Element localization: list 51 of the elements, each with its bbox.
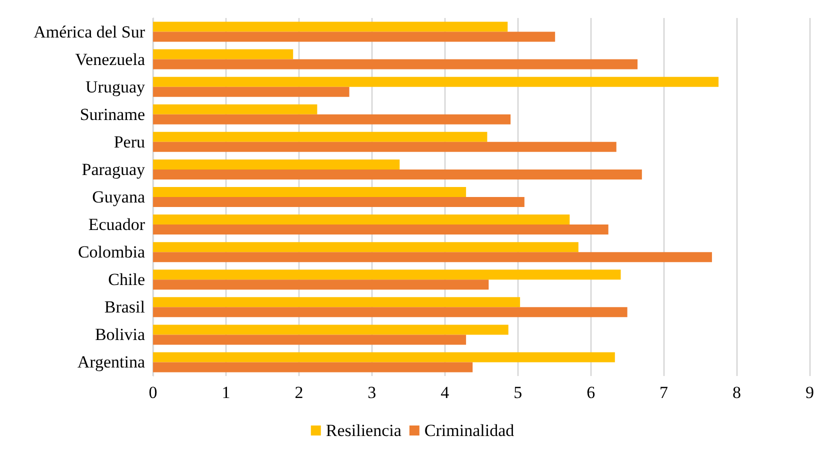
bar [153, 242, 578, 252]
bar [153, 362, 473, 372]
x-tick-label: 2 [294, 383, 304, 402]
bar [153, 280, 489, 290]
x-tick-label: 0 [148, 383, 158, 402]
y-tick-label: América del Sur [34, 22, 146, 42]
y-tick-label: Paraguay [82, 160, 146, 179]
x-tick-label: 5 [514, 383, 522, 402]
bar [153, 32, 556, 42]
bar [153, 132, 488, 142]
bar [153, 104, 318, 114]
y-tick-label: Argentina [77, 352, 146, 372]
bar [153, 159, 400, 170]
bar [153, 324, 508, 335]
x-tick-label: 6 [586, 383, 596, 402]
y-tick-label: Uruguay [86, 77, 146, 96]
bar [153, 307, 628, 318]
x-tick-label: 9 [806, 383, 814, 402]
bar [153, 187, 466, 197]
bar [153, 334, 466, 345]
y-tick-label: Guyana [92, 188, 146, 206]
x-tick-label: 1 [222, 383, 230, 402]
bar [153, 214, 570, 225]
bar [153, 270, 621, 280]
x-tick-label: 3 [368, 383, 376, 402]
bar [153, 49, 294, 60]
y-tick-label: Ecuador [88, 215, 146, 234]
legend-label: Resiliencia [326, 421, 402, 440]
x-tick-label: 4 [440, 383, 450, 402]
x-tick-label: 7 [660, 383, 669, 402]
y-tick-label: Venezuela [75, 50, 146, 69]
bar [153, 169, 642, 180]
bar [153, 352, 615, 362]
bar [153, 252, 712, 262]
bar [153, 76, 719, 87]
y-tick-label: Bolivia [94, 325, 146, 344]
bar [153, 86, 350, 97]
x-tick-label: 8 [732, 383, 742, 402]
bar [153, 197, 524, 207]
bar [153, 22, 508, 32]
y-tick-label: Suriname [80, 104, 145, 124]
legend-label: Criminalidad [424, 421, 515, 440]
bar [153, 297, 520, 308]
bar [153, 142, 616, 152]
y-tick-label: Colombia [78, 242, 146, 262]
y-tick-label: Peru [114, 132, 146, 152]
bar [153, 224, 608, 235]
y-tick-label: Chile [108, 270, 145, 290]
bar [153, 114, 511, 124]
y-tick-label: Brasil [104, 298, 146, 317]
bar [153, 59, 638, 70]
